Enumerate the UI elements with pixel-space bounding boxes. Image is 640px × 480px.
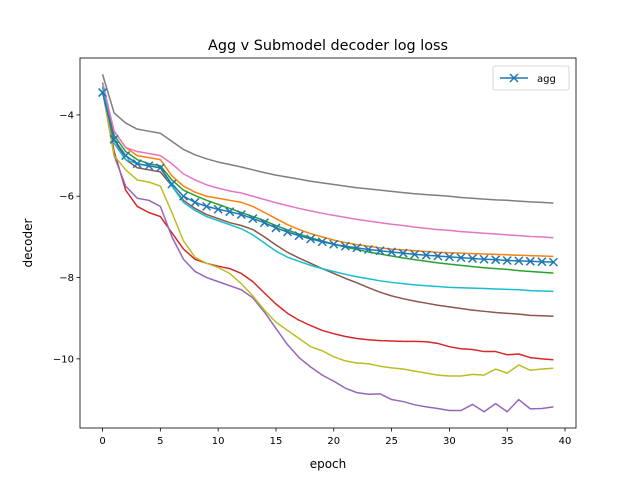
x-tick-label: 20 <box>327 436 340 447</box>
data-point-marker <box>433 251 443 261</box>
data-point-marker <box>109 134 119 144</box>
x-axis-label: epoch <box>310 457 347 471</box>
data-point-marker <box>213 204 223 214</box>
data-point-marker <box>121 151 131 161</box>
legend: agg <box>492 65 570 91</box>
data-point-marker <box>271 223 281 233</box>
data-point-marker <box>98 88 108 98</box>
data-point-marker <box>502 255 512 266</box>
data-point-marker <box>537 257 547 267</box>
x-tick-label: 5 <box>157 436 163 447</box>
data-point-marker <box>398 248 408 258</box>
data-point-marker <box>144 161 154 171</box>
x-tick-label: 25 <box>385 436 398 447</box>
x-tick-label: 10 <box>212 436 225 447</box>
data-point-marker <box>479 254 489 264</box>
series-line-8 <box>101 90 554 377</box>
series-line-1 <box>101 86 554 258</box>
x-tick-label: 40 <box>559 436 572 447</box>
y-tick-label: −10 <box>53 354 74 365</box>
series-line-7 <box>101 74 554 204</box>
data-point-marker <box>421 250 431 260</box>
data-point-marker <box>155 163 165 173</box>
series-line-3 <box>101 86 554 361</box>
legend-box <box>492 65 570 91</box>
series-line-4 <box>101 90 554 413</box>
series-group <box>98 74 558 413</box>
data-point-marker <box>410 249 420 259</box>
data-point-marker <box>259 218 269 228</box>
x-tick-label: 15 <box>270 436 283 447</box>
series-line-9 <box>101 86 554 293</box>
data-point-marker <box>525 256 535 266</box>
series-line-6 <box>101 82 554 239</box>
x-tick-label: 30 <box>443 436 456 447</box>
data-point-marker <box>363 244 373 255</box>
data-point-marker <box>225 207 235 217</box>
axes: 0 5 10 15 20 25 30 35 40 −10 −8 −6 −4 <box>53 57 577 447</box>
x-tick-label: 0 <box>99 436 105 447</box>
data-point-marker <box>294 231 304 241</box>
data-point-marker <box>306 234 316 244</box>
data-point-marker <box>190 197 200 207</box>
data-point-marker <box>132 159 142 169</box>
data-point-marker <box>491 255 501 265</box>
data-point-marker <box>167 179 177 189</box>
y-tick-label: −6 <box>59 192 74 203</box>
data-point-marker <box>202 201 212 211</box>
legend-label: agg <box>537 74 556 85</box>
data-point-marker <box>456 253 466 263</box>
data-point-marker <box>329 239 339 249</box>
data-point-marker <box>178 191 189 201</box>
y-tick-label: −4 <box>59 110 74 121</box>
data-point-marker <box>444 252 454 262</box>
data-point-marker <box>352 243 362 253</box>
plot-lines <box>98 74 558 413</box>
data-point-marker <box>283 227 293 237</box>
y-tick-label: −8 <box>59 273 74 284</box>
chart-title: Agg v Submodel decoder log loss <box>208 38 448 54</box>
data-point-marker <box>317 237 327 247</box>
series-line-0 <box>101 92 554 263</box>
data-point-marker <box>387 247 397 257</box>
data-point-marker <box>340 241 350 251</box>
data-point-marker <box>467 253 478 263</box>
y-axis-label: decoder <box>21 218 35 267</box>
data-point-marker <box>236 210 246 220</box>
plot-frame <box>79 57 577 429</box>
data-point-marker <box>375 246 385 256</box>
data-point-marker <box>548 257 558 267</box>
data-point-marker <box>248 214 258 224</box>
data-point-marker <box>514 256 524 266</box>
x-tick-label: 35 <box>501 436 514 447</box>
legend-swatch-marker <box>509 73 519 83</box>
